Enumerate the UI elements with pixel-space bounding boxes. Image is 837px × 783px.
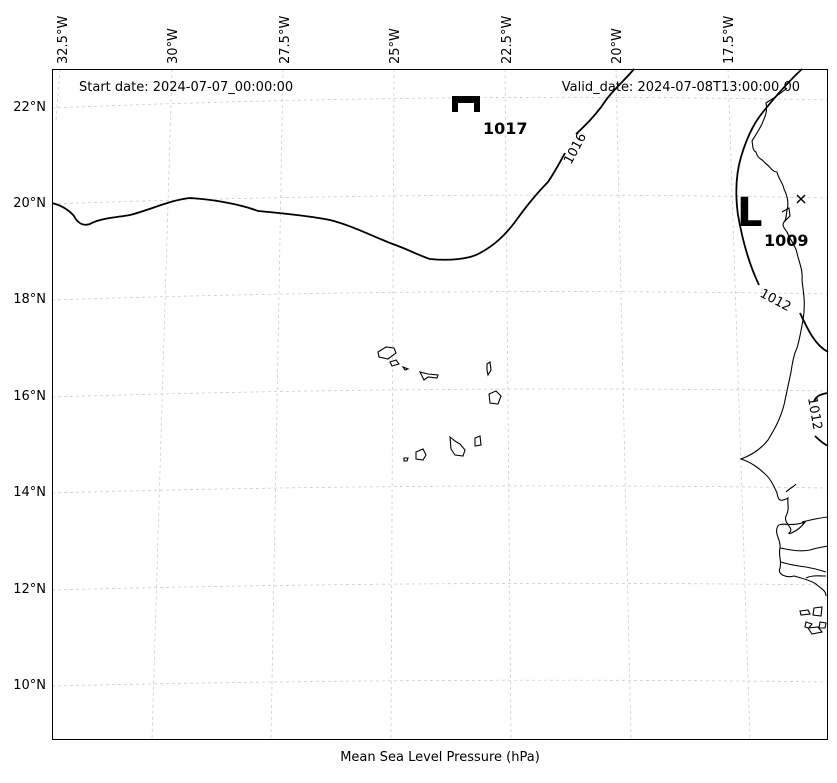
start-date-label: Start date: 2024-07-07_00:00:00 <box>79 80 293 95</box>
island-fogo <box>415 448 427 461</box>
lon-gridline-22_5 <box>504 68 512 740</box>
map-variable-label: Mean Sea Level Pressure (hPa) <box>340 750 540 765</box>
lon-label-22_5w: 22.5°W <box>500 16 515 64</box>
lon-label-27_5w: 27.5°W <box>278 16 293 64</box>
lat-gridline-14 <box>51 485 829 494</box>
coast-banc-arguin <box>781 207 791 223</box>
high-pressure-system: 1017 <box>452 96 528 138</box>
lat-label-20n: 20°N <box>13 196 46 211</box>
lat-label-18n: 18°N <box>13 292 46 307</box>
island-boa-vista <box>488 390 502 405</box>
island-brava <box>403 457 409 462</box>
island-maio <box>474 435 482 447</box>
lon-gridline-30 <box>151 68 173 740</box>
island-sal <box>486 361 492 377</box>
bijagos-island-3 <box>804 621 813 629</box>
lon-gridline-20 <box>615 68 632 740</box>
graticule <box>51 68 829 740</box>
lat-label-14n: 14°N <box>13 485 46 500</box>
isobar-label-1016: 1016 <box>561 131 590 167</box>
africa-coast <box>739 87 827 597</box>
coast-gambia-north <box>785 483 797 493</box>
island-sao-nicolau <box>418 371 439 381</box>
coast-archipelago <box>805 575 827 579</box>
isobar-1012-east <box>813 392 829 403</box>
lat-gridline-18 <box>51 291 829 301</box>
lat-label-22n: 22°N <box>13 100 46 115</box>
high-symbol-icon <box>452 96 480 112</box>
isobar-1016 <box>51 152 566 261</box>
lon-gridline-27_5 <box>270 68 284 740</box>
bijagos-island-4 <box>807 626 823 635</box>
high-pressure-value: 1017 <box>483 119 528 138</box>
lon-label-25w: 25°W <box>388 28 403 64</box>
cape-verde-islands <box>377 346 502 462</box>
isobar-1016-upper <box>575 68 635 135</box>
island-santa-luzia <box>401 365 410 371</box>
lon-gridline-17_5 <box>727 68 751 740</box>
lat-gridline-16 <box>51 388 829 398</box>
lon-label-17_5w: 17.5°W <box>722 16 737 64</box>
coast-guinea-bissau <box>780 561 827 573</box>
island-sao-vicente <box>389 359 400 367</box>
isobar-1012-west <box>735 68 803 286</box>
island-santiago <box>449 435 466 457</box>
isobar-1012-tail <box>799 312 829 353</box>
coast-senegal-river <box>801 516 829 523</box>
lat-label-16n: 16°N <box>13 389 46 404</box>
lat-gridline-12 <box>51 582 829 591</box>
lat-gridline-20 <box>51 194 829 205</box>
lon-gridline-25 <box>390 68 395 740</box>
lat-label-10n: 10°N <box>13 678 46 693</box>
map-frame <box>52 69 828 740</box>
longitude-labels: 32.5°W 30°W 27.5°W 25°W 22.5°W 20°W 17.5… <box>56 16 737 64</box>
latitude-labels: 22°N 20°N 18°N 16°N 14°N 12°N 10°N <box>13 100 46 693</box>
isobar-label-1012-west: 1012 <box>757 286 793 315</box>
lon-label-30w: 30°W <box>166 28 181 64</box>
lat-gridline-22 <box>51 96 829 109</box>
isobar-1012-east-tail <box>814 435 829 447</box>
coast-gambia-south <box>779 545 829 552</box>
coastline <box>739 87 829 635</box>
low-pressure-value: 1009 <box>764 231 809 250</box>
lon-label-32_5w: 32.5°W <box>56 16 71 64</box>
low-pressure-letter: L <box>737 190 763 236</box>
lat-label-12n: 12°N <box>13 582 46 597</box>
low-pressure-system: L 1009 <box>737 190 809 250</box>
isobars <box>51 68 829 447</box>
lon-label-20w: 20°W <box>610 28 625 64</box>
bijagos-island-1 <box>799 609 811 616</box>
valid-date-label: Valid_date: 2024-07-08T13:00:00.00 <box>562 80 800 95</box>
bijagos-island-2 <box>812 606 823 617</box>
lat-gridline-10 <box>51 679 829 687</box>
low-center-marker-icon <box>796 194 806 204</box>
isobar-label-1012-east: 1012 <box>804 396 825 431</box>
lon-gridline-32_5 <box>55 68 61 121</box>
bijagos-island-5 <box>818 621 827 629</box>
island-santo-antao <box>377 346 397 360</box>
